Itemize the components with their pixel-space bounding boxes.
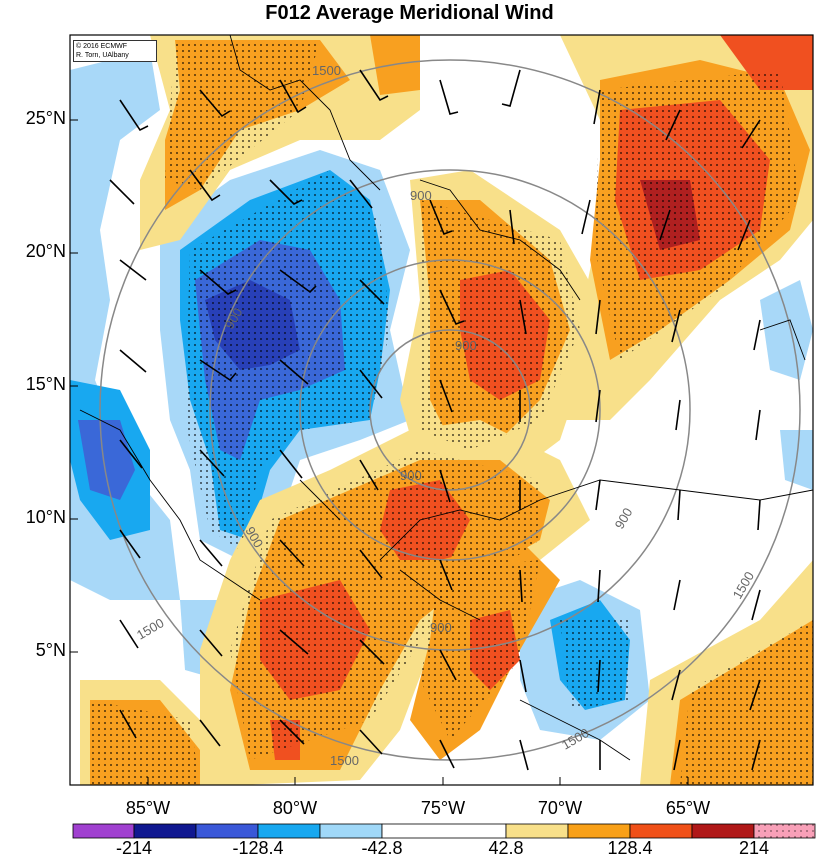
contour-label: 900: [410, 188, 432, 203]
colorbar-swatch: [629, 823, 693, 839]
colorbar-label: -42.8: [361, 838, 403, 858]
colorbar-swatch: [319, 823, 383, 839]
colorbar-swatch: [72, 823, 135, 839]
contour-label: 900: [430, 620, 452, 635]
lon-label: 70°W: [537, 798, 583, 818]
lon-label: 80°W: [272, 798, 318, 818]
lat-label: 25°N: [25, 108, 66, 128]
colorbar-swatch: [567, 823, 631, 839]
lat-label: 10°N: [25, 507, 66, 527]
colorbar-swatch: [195, 823, 259, 839]
colorbar-label: 42.8: [488, 838, 524, 858]
lat-label: 20°N: [25, 241, 66, 261]
lat-label: 15°N: [25, 374, 66, 394]
credit-line: © 2016 ECMWF: [76, 43, 128, 50]
wind-barbs: [109, 69, 761, 771]
colorbar-swatch: [133, 823, 197, 839]
lat-label: 5°N: [35, 640, 66, 660]
colorbar-label: 214: [738, 838, 770, 858]
credit-line: R. Torn, UAlbany: [76, 52, 129, 59]
colorbar-swatch: [505, 823, 569, 839]
map-title: F012 Average Meridional Wind: [265, 2, 554, 24]
lon-label: 65°W: [665, 798, 711, 818]
colorbar-swatch: [381, 823, 507, 839]
colorbar-label: 128.4: [607, 838, 653, 858]
colorbar-swatch: [257, 823, 321, 839]
axis-ticks: [70, 119, 689, 785]
significance-stipple: [90, 40, 813, 785]
contour-label: 900: [400, 468, 422, 483]
plot-frame: [69, 34, 814, 786]
colorbar-swatch: [691, 823, 755, 839]
colorbar-label: -214: [115, 838, 153, 858]
credit-box: © 2016 ECMWF R. Torn, UAlbany: [73, 40, 157, 62]
lon-label: 75°W: [420, 798, 466, 818]
colorbar: [72, 823, 816, 839]
colorbar-label: -128.4: [232, 838, 284, 858]
lon-label: 85°W: [125, 798, 171, 818]
contour-label: 1500: [330, 753, 359, 768]
contour-label: 1500: [312, 63, 341, 78]
contour-label: 900: [455, 338, 477, 353]
range-rings: [99, 59, 801, 761]
coastlines: [79, 35, 813, 761]
